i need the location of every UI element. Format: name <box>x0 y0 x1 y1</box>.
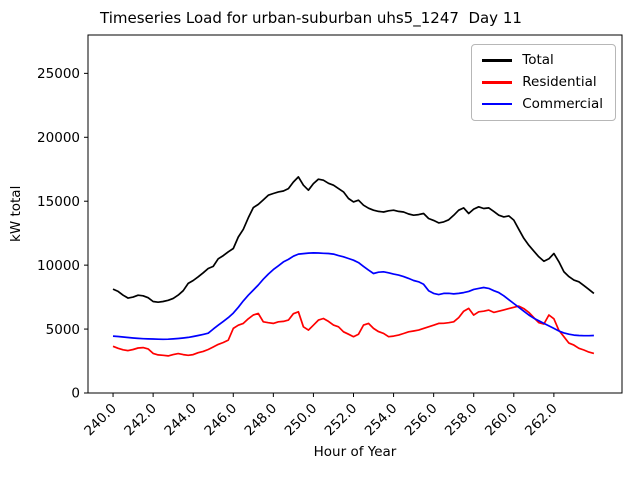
legend-label-total: Total <box>522 52 554 68</box>
svg-text:242.0: 242.0 <box>121 401 160 440</box>
svg-text:5000: 5000 <box>46 322 80 338</box>
svg-text:256.0: 256.0 <box>402 401 441 440</box>
residential-line-swatch-icon <box>482 80 513 84</box>
svg-text:258.0: 258.0 <box>442 401 481 440</box>
commercial-line-swatch-icon <box>482 102 513 106</box>
svg-text:260.0: 260.0 <box>482 401 521 440</box>
legend-row-total: Total <box>482 53 603 68</box>
svg-text:240.0: 240.0 <box>81 401 120 440</box>
total-line-swatch-icon <box>482 59 513 62</box>
svg-text:244.0: 244.0 <box>161 401 200 440</box>
legend-row-residential: Residential <box>482 73 603 90</box>
svg-text:25000: 25000 <box>37 66 80 82</box>
legend-label-residential: Residential <box>522 73 597 90</box>
svg-text:15000: 15000 <box>37 194 80 210</box>
svg-text:252.0: 252.0 <box>322 401 361 440</box>
svg-text:20000: 20000 <box>37 130 80 146</box>
x-axis-label: Hour of Year <box>313 444 397 460</box>
svg-text:248.0: 248.0 <box>242 401 281 440</box>
chart-title: Timeseries Load for urban-suburban uhs5_… <box>100 9 522 27</box>
svg-text:262.0: 262.0 <box>522 401 561 440</box>
svg-text:10000: 10000 <box>37 258 80 274</box>
svg-text:246.0: 246.0 <box>201 401 240 440</box>
legend: Total Residential Commercial <box>471 44 616 121</box>
svg-text:250.0: 250.0 <box>282 401 321 440</box>
svg-text:254.0: 254.0 <box>362 401 401 440</box>
legend-row-commercial: Commercial <box>482 95 603 112</box>
legend-label-commercial: Commercial <box>522 95 603 112</box>
svg-text:0: 0 <box>71 386 80 402</box>
